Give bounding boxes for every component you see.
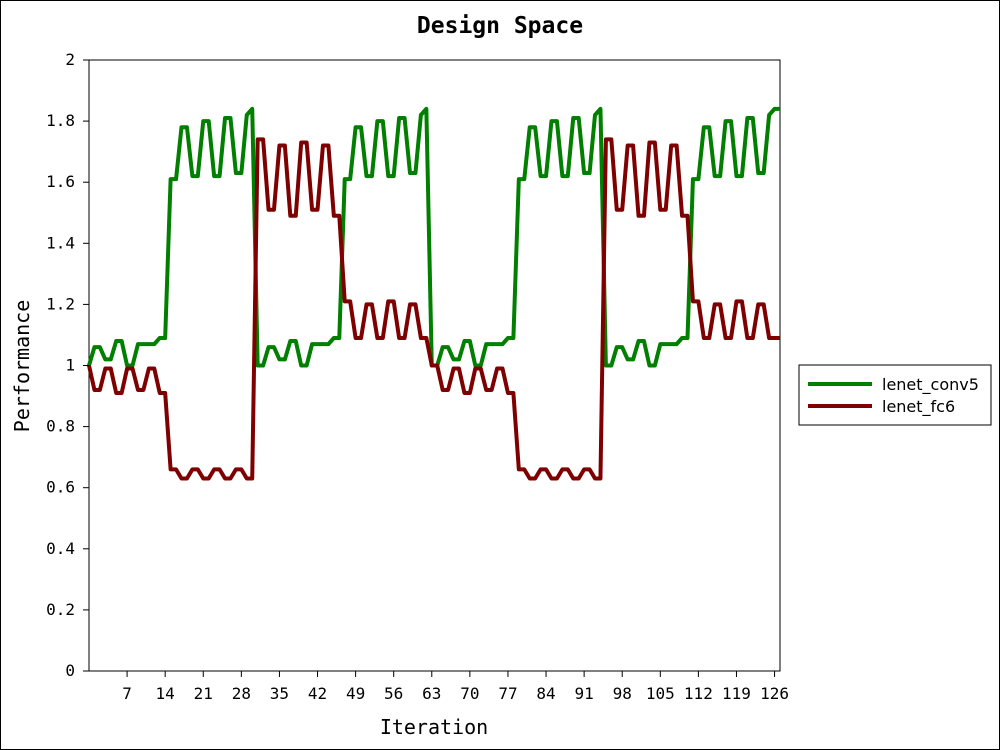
x-tick-label: 119 <box>722 684 751 703</box>
x-tick-label: 28 <box>232 684 251 703</box>
x-tick-label: 7 <box>122 684 132 703</box>
chart-title: Design Space <box>417 13 583 39</box>
y-tick-label: 1 <box>65 356 75 375</box>
y-tick-label: 0.6 <box>46 478 75 497</box>
y-tick-label: 0 <box>65 661 75 680</box>
y-tick-label: 0.2 <box>46 600 75 619</box>
x-tick-label: 112 <box>684 684 713 703</box>
y-tick-label: 0.8 <box>46 417 75 436</box>
x-tick-label: 63 <box>422 684 441 703</box>
y-tick-label: 1.8 <box>46 111 75 130</box>
x-tick-label: 70 <box>460 684 479 703</box>
x-tick-label: 98 <box>613 684 632 703</box>
y-tick-label: 2 <box>65 50 75 69</box>
y-axis-label: Performance <box>10 300 34 432</box>
x-tick-label: 56 <box>384 684 403 703</box>
x-tick-label: 84 <box>536 684 555 703</box>
y-tick-label: 1.2 <box>46 294 75 313</box>
x-tick-label: 91 <box>574 684 593 703</box>
x-tick-label: 126 <box>760 684 789 703</box>
legend-label-lenet-conv5: lenet_conv5 <box>882 375 979 395</box>
legend-label-lenet-fc6: lenet_fc6 <box>882 397 955 417</box>
x-tick-label: 105 <box>646 684 675 703</box>
x-tick-label: 14 <box>156 684 175 703</box>
series-layer <box>87 106 780 481</box>
x-tick-label: 35 <box>270 684 289 703</box>
x-tick-label: 77 <box>498 684 517 703</box>
axis-layer: 7 14 21 28 35 42 49 56 63 70 77 84 91 98 105 112 119 1260… <box>46 50 789 703</box>
x-tick-label: 49 <box>346 684 365 703</box>
legend: lenet_conv5 lenet_fc6 <box>798 364 992 426</box>
legend-box <box>798 364 992 426</box>
x-tick-label: 42 <box>308 684 327 703</box>
y-tick-label: 1.6 <box>46 172 75 191</box>
x-axis-label: Iteration <box>380 715 488 739</box>
y-tick-label: 0.4 <box>46 539 75 558</box>
series-line-lenet-fc6 <box>87 137 780 481</box>
x-tick-label: 21 <box>194 684 213 703</box>
y-tick-label: 1.4 <box>46 233 75 252</box>
